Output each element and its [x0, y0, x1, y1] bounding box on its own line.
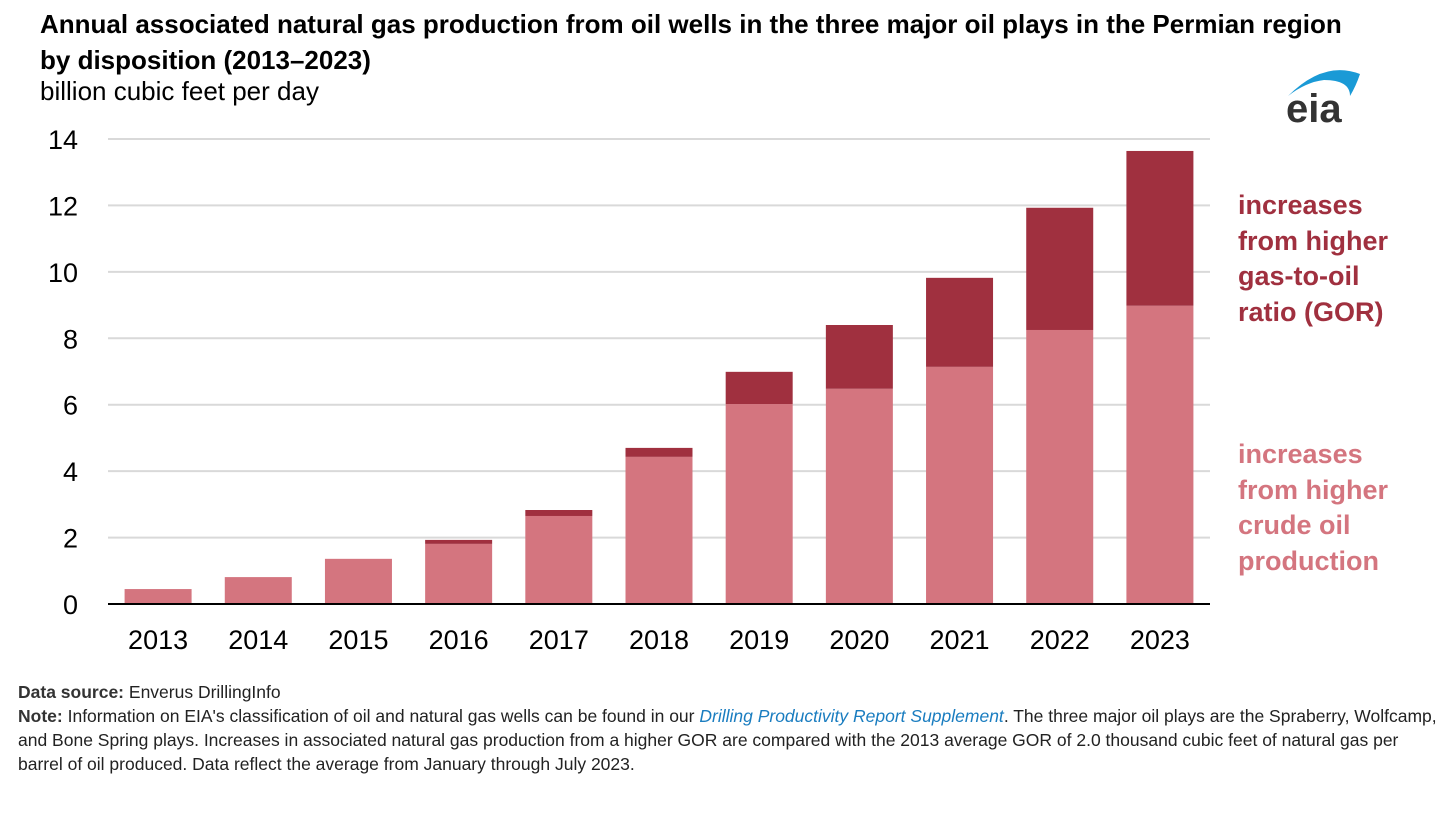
x-tick-label: 2018	[629, 625, 689, 655]
y-tick-label: 0	[63, 590, 78, 620]
annotation-line: from higher	[1238, 474, 1389, 505]
x-tick-label: 2015	[328, 625, 388, 655]
x-tick-label: 2021	[930, 625, 990, 655]
annotation-line: production	[1238, 545, 1379, 576]
bar-gor-2017	[525, 510, 593, 516]
annotation-line: increases	[1238, 190, 1363, 220]
svg-text:eia: eia	[1286, 87, 1342, 126]
bar-crude-2016	[425, 543, 493, 604]
note-text-2: . The three major oil plays are the Spra…	[18, 706, 1437, 774]
bar-gor-2020	[825, 325, 893, 389]
y-tick-label: 6	[63, 391, 78, 421]
annotation-crude: increases from higher crude oil production	[1238, 437, 1438, 579]
y-tick-label: 2	[63, 524, 78, 554]
chart-title: Annual associated natural gas production…	[40, 9, 1342, 75]
y-tick-label: 14	[48, 125, 78, 155]
annotation-line: ratio (GOR)	[1238, 296, 1384, 327]
annotation-line: from higher	[1238, 225, 1389, 256]
bar-crude-2023	[1126, 305, 1194, 604]
bar-crude-2020	[825, 388, 893, 604]
dpr-supplement-link[interactable]: Drilling Productivity Report Supplement	[699, 706, 1004, 726]
bar-gor-2016	[425, 539, 493, 544]
bar-crude-2015	[324, 558, 392, 604]
chart-area: 0 2 4 6 8 10 12 14 2013 2014 2015 2016 2017 2018 2019 2…	[48, 125, 1210, 655]
eia-logo: eia	[1286, 70, 1360, 126]
bar-gor-2023	[1126, 150, 1194, 306]
x-tick-label: 2016	[429, 625, 489, 655]
annotation-line: increases	[1238, 439, 1363, 469]
bar-crude-2018	[625, 456, 693, 604]
annotation-gor: increases from higher gas-to-oil ratio (GOR…	[1238, 188, 1438, 330]
x-tick-label: 2014	[228, 625, 288, 655]
y-tick-label: 10	[48, 258, 78, 288]
annotation-line: crude oil	[1238, 510, 1351, 540]
x-tick-label: 2020	[829, 625, 889, 655]
footer: Data source: Enverus DrillingInfo Note: …	[18, 680, 1438, 776]
x-tick-label: 2023	[1130, 625, 1190, 655]
x-tick-label: 2017	[529, 625, 589, 655]
x-tick-label: 2019	[729, 625, 789, 655]
source-label: Data source:	[18, 682, 125, 702]
y-axis-label: billion cubic feet per day	[40, 76, 319, 106]
bar-crude-2022	[1026, 329, 1094, 604]
bar-gor-2018	[625, 447, 693, 457]
note-text: Information on EIA's classification of o…	[67, 706, 700, 726]
bar-crude-2017	[525, 515, 593, 604]
y-tick-label: 4	[63, 457, 78, 487]
bar-crude-2013	[124, 589, 192, 604]
x-tick-label: 2022	[1030, 625, 1090, 655]
annotation-line: gas-to-oil	[1238, 261, 1360, 291]
bar-crude-2019	[725, 404, 793, 604]
bar-crude-2014	[224, 577, 292, 604]
bar-crude-2021	[926, 366, 994, 604]
bar-gor-2021	[926, 277, 994, 367]
bar-gor-2022	[1026, 207, 1094, 330]
y-tick-label: 12	[48, 191, 78, 221]
source-text: Enverus DrillingInfo	[128, 682, 281, 702]
note-label: Note:	[18, 706, 63, 726]
bar-gor-2019	[725, 371, 793, 405]
x-tick-label: 2013	[128, 625, 188, 655]
y-tick-label: 8	[63, 324, 78, 354]
